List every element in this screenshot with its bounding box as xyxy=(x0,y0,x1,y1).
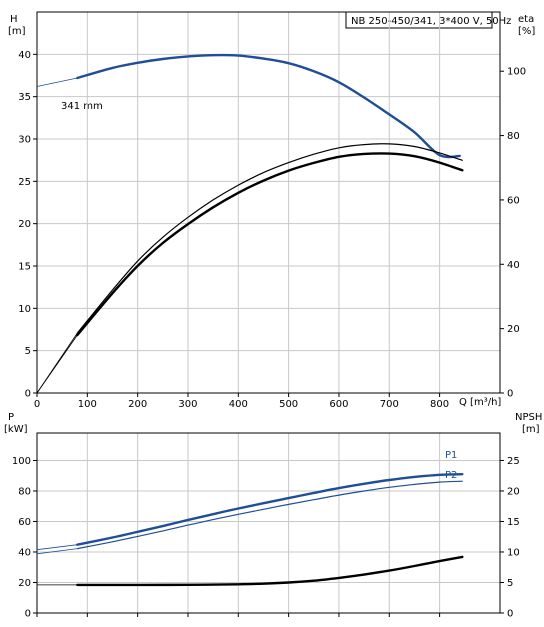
left-tick-label: 30 xyxy=(18,135,31,146)
left-tick-label: 10 xyxy=(18,304,31,315)
series-extension xyxy=(36,544,78,551)
chart-title: NB 250-450/341, 3*400 V, 50Hz xyxy=(351,16,511,27)
top-panel: H [m] eta [%] NB 250-450/341, 3*400 V, 5… xyxy=(8,11,535,408)
p1-series-label: P1 xyxy=(445,450,457,461)
x-tick-label: 600 xyxy=(329,399,348,410)
x-tick-label: 500 xyxy=(279,399,298,410)
right-tick-label: 20 xyxy=(507,324,520,335)
top-plot-frame xyxy=(36,11,501,394)
x-tick-label: 800 xyxy=(430,399,449,410)
left-tick-label: 20 xyxy=(18,578,31,589)
x-tick-label: 400 xyxy=(229,399,248,410)
right-tick-label: 10 xyxy=(507,547,520,558)
npsh-axis-label: NPSH xyxy=(515,412,542,423)
series-line xyxy=(76,152,464,337)
left-tick-label: 80 xyxy=(18,486,31,497)
x-tick-label: 0 xyxy=(34,399,40,410)
p2-series-line xyxy=(76,480,463,550)
left-tick-label: 25 xyxy=(18,177,31,188)
left-tick-label: 35 xyxy=(18,92,31,103)
series-extension xyxy=(36,548,78,555)
left-tick-label: 40 xyxy=(18,50,31,61)
series-extension xyxy=(36,332,78,394)
left-tick-label: 0 xyxy=(25,389,31,400)
left-tick-label: 60 xyxy=(18,517,31,528)
right-tick-label: 40 xyxy=(507,260,520,271)
series-line xyxy=(76,555,464,587)
x-tick-label: 200 xyxy=(128,399,147,410)
left-tick-label: 5 xyxy=(25,346,31,357)
right-tick-label: 60 xyxy=(507,195,520,206)
bottom-panel: P [kW] NPSH [m] P1 P2 xyxy=(4,412,542,481)
npsh-axis-unit: [m] xyxy=(522,424,540,435)
x-axis-label: Q [m³/h] xyxy=(459,397,501,408)
power-axis-label: P xyxy=(8,412,14,423)
p1-series-line xyxy=(76,473,464,546)
left-tick-label: 0 xyxy=(25,609,31,620)
left-tick-label: 100 xyxy=(12,456,31,467)
x-tick-label: 700 xyxy=(380,399,399,410)
head-axis-unit: [m] xyxy=(8,26,26,37)
341-mm-series-line xyxy=(76,53,461,159)
right-tick-label: 5 xyxy=(507,578,513,589)
impeller-diameter-label: 341 mm xyxy=(61,101,103,112)
series-line xyxy=(76,143,463,334)
series-extension xyxy=(36,77,78,87)
bottom-plot-area: 0 20 40 60 80 100 0 5 10 15 20 25 xyxy=(12,432,520,620)
left-tick-label: 40 xyxy=(18,547,31,558)
right-tick-label: 0 xyxy=(507,389,513,400)
right-tick-label: 15 xyxy=(507,517,520,528)
left-tick-label: 20 xyxy=(18,219,31,230)
eta-axis-label: eta xyxy=(518,14,534,25)
top-plot-area: 0 100 200 300 400 500 600 700 800051015202530354… xyxy=(18,11,526,410)
bottom-plot-frame xyxy=(36,432,501,614)
x-tick-label: 100 xyxy=(78,399,97,410)
right-tick-label: 0 xyxy=(507,609,513,620)
right-tick-label: 80 xyxy=(507,131,520,142)
head-axis-label: H xyxy=(10,14,18,25)
x-tick-label: 300 xyxy=(178,399,197,410)
power-axis-unit: [kW] xyxy=(4,424,28,435)
left-tick-label: 15 xyxy=(18,262,31,273)
right-tick-label: 20 xyxy=(507,486,520,497)
right-tick-label: 100 xyxy=(507,67,526,78)
eta-axis-unit: [%] xyxy=(518,26,535,37)
right-tick-label: 25 xyxy=(507,456,520,467)
